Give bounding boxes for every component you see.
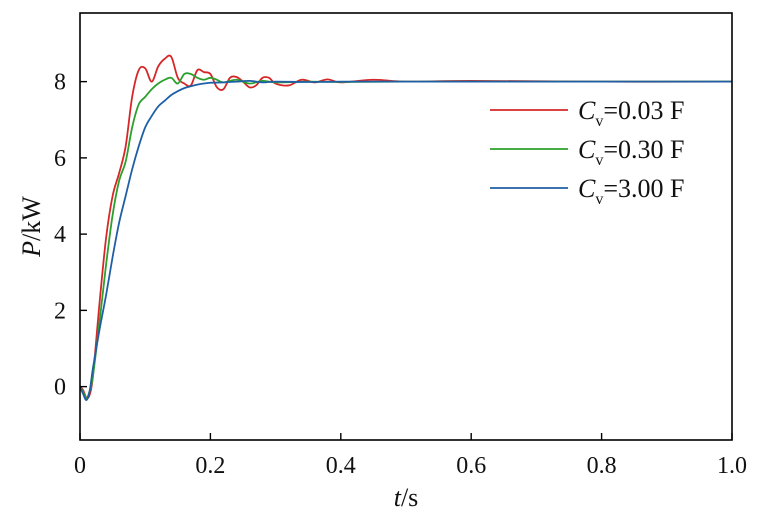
legend-label: Cv=0.03 F <box>578 96 684 130</box>
y-axis-label-unit: /kW <box>17 196 46 241</box>
y-tick-label: 0 <box>54 375 66 401</box>
y-tick-label: 2 <box>54 298 66 324</box>
series-line-1 <box>80 54 732 400</box>
y-tick-label: 6 <box>54 146 66 172</box>
legend: Cv=0.03 F Cv=0.30 F Cv=3.00 F <box>490 96 684 208</box>
legend-label: Cv=3.00 F <box>578 174 684 208</box>
x-tick-label: 0.8 <box>587 453 617 479</box>
series-layer <box>80 54 732 401</box>
x-tick-label: 0 <box>74 453 86 479</box>
x-axis-label-unit: /s <box>401 483 418 512</box>
y-tick-label: 4 <box>54 222 66 248</box>
plot-frame <box>79 12 733 441</box>
legend-label: Cv=0.30 F <box>578 135 684 169</box>
y-axis-label: P/kW <box>17 196 46 258</box>
x-axis-label: t/s <box>394 483 419 512</box>
y-tick-label: 8 <box>54 70 66 96</box>
ticks-layer: 0 0.2 0.4 0.6 0.8 1.0 0 2 4 6 8 <box>54 70 747 479</box>
x-tick-label: 0.4 <box>326 453 356 479</box>
x-tick-label: 1.0 <box>717 453 747 479</box>
x-tick-label: 0.6 <box>456 453 486 479</box>
y-axis-label-var: P <box>17 241 46 258</box>
x-tick-label: 0.2 <box>195 453 225 479</box>
series-line-3 <box>80 79 732 401</box>
x-axis-label-var: t <box>394 483 402 512</box>
